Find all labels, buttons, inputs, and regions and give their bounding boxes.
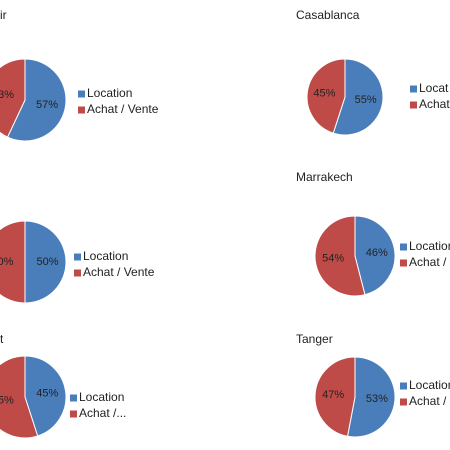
slice-label: 55% — [355, 94, 377, 106]
legend-label: Achat — [419, 97, 450, 111]
legend-label: Location — [87, 86, 132, 100]
slice-label: 54% — [322, 253, 344, 265]
pie-slice — [0, 220, 26, 304]
legend-swatch — [410, 85, 417, 93]
legend-label: Achat / Vente — [83, 265, 155, 279]
legend-label: Location — [409, 378, 450, 392]
chart-title: Marrakech — [296, 170, 353, 184]
legend-swatch — [78, 106, 85, 114]
pie-slice — [306, 58, 346, 134]
pie-slice — [314, 356, 356, 437]
chart-title: t — [0, 332, 4, 346]
legend-swatch — [74, 269, 81, 277]
pie-slice — [354, 215, 396, 296]
slice-label: 47% — [322, 389, 344, 401]
slice-label: 57% — [36, 99, 58, 111]
chart-title: ir — [0, 8, 7, 22]
legend-label: Achat /... — [79, 406, 126, 420]
legend-label: Achat / — [409, 394, 447, 408]
legend-swatch — [400, 398, 407, 406]
legend-swatch — [78, 90, 85, 98]
slice-label: 45% — [313, 88, 335, 100]
pie-slice — [6, 58, 67, 142]
pie-slice — [24, 355, 67, 437]
legend-label: Achat / Vente — [87, 102, 159, 116]
legend-swatch — [410, 101, 417, 109]
legend-label: Location — [79, 390, 124, 404]
legend-swatch — [70, 394, 77, 402]
pie-slice — [346, 356, 396, 438]
legend-swatch — [400, 243, 407, 251]
legend-swatch — [400, 382, 407, 390]
slice-label: 55% — [0, 394, 14, 406]
pie-slice — [0, 58, 26, 138]
legend-label: Locat — [419, 81, 449, 95]
pie-slice — [24, 220, 67, 304]
slice-label: 50% — [37, 256, 59, 268]
pie-slice — [0, 355, 39, 439]
pie-slice — [332, 58, 384, 136]
legend-swatch — [400, 259, 407, 267]
slice-label: 46% — [366, 247, 388, 259]
slice-label: 43% — [0, 89, 14, 101]
slice-label: 50% — [0, 256, 14, 268]
slice-label: 53% — [366, 393, 388, 405]
legend-swatch — [70, 410, 77, 418]
slice-label: 45% — [36, 387, 58, 399]
chart-title: Casablanca — [296, 8, 360, 22]
pie-slice — [314, 215, 366, 297]
legend-label: Achat / — [409, 255, 447, 269]
legend-label: Location — [83, 249, 128, 263]
legend-label: Location — [409, 239, 450, 253]
chart-title: Tanger — [296, 332, 333, 346]
legend-swatch — [74, 253, 81, 261]
